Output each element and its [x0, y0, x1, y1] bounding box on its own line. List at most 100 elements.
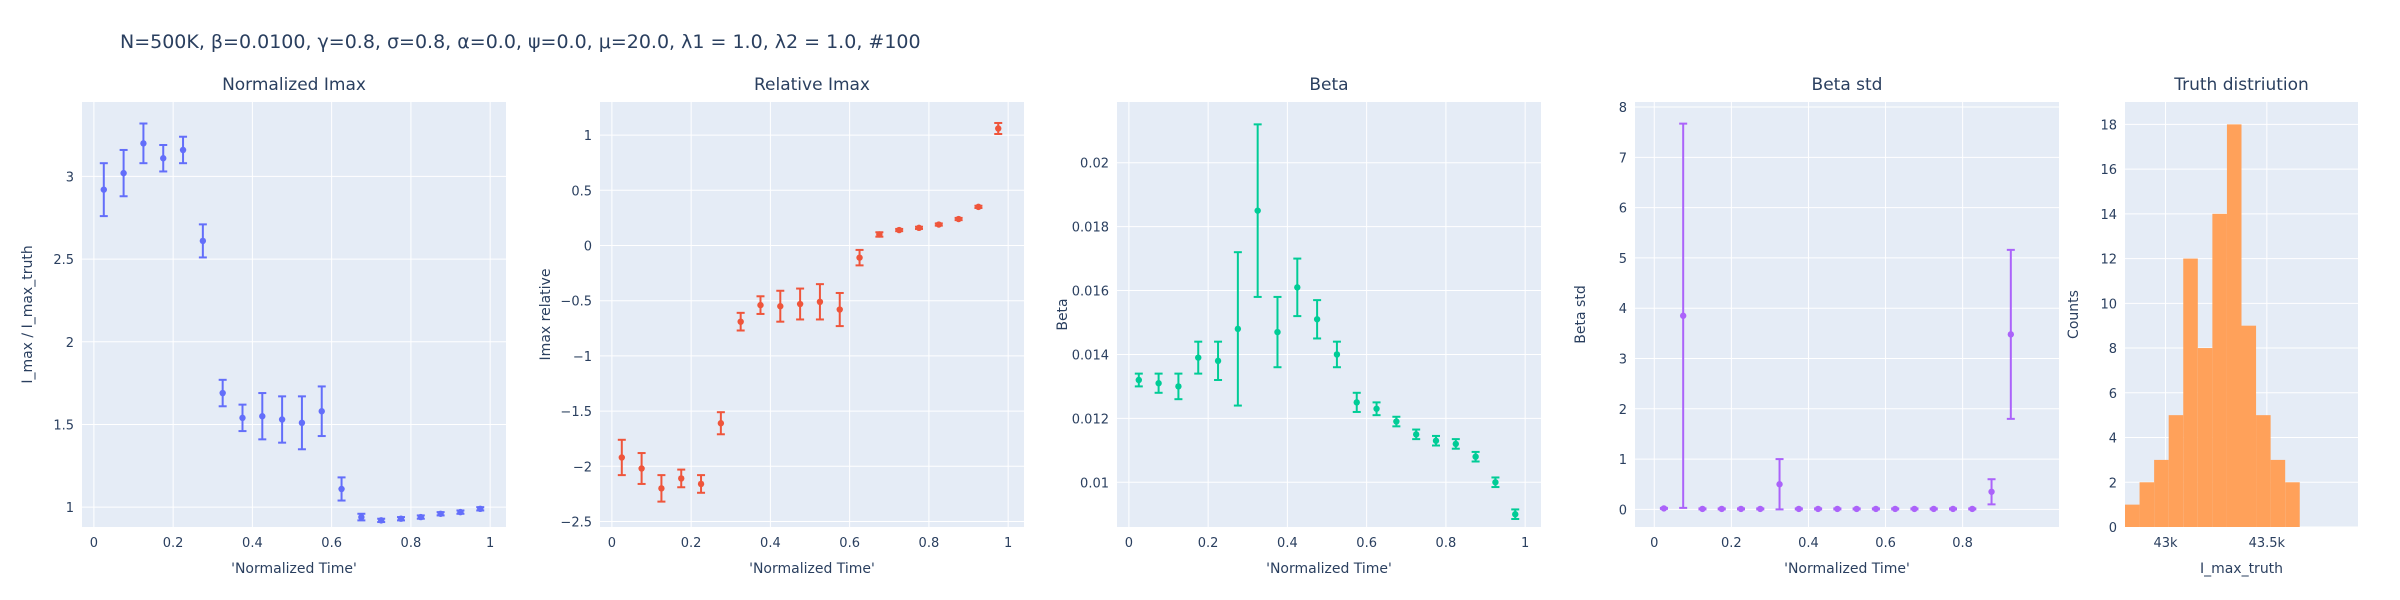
y-tick-label: 7 — [1619, 151, 1627, 166]
data-point — [140, 140, 147, 147]
data-point — [717, 420, 725, 427]
data-point — [1911, 505, 1918, 513]
subplot-1: 0 0.2 0.4 0.6 0.8 1 1 1.5 2 2.5 3 Normalized Imax 'N… — [20, 75, 506, 577]
y-tick-label: 3 — [66, 170, 74, 185]
y-tick-label: 1 — [66, 501, 74, 516]
y-tick-label: −2 — [573, 460, 592, 475]
histogram-bar — [2154, 459, 2169, 527]
x-tick-label: 0 — [1650, 536, 1658, 551]
data-point — [219, 389, 226, 397]
x-tick-label: 0.8 — [1952, 536, 1973, 551]
subplot-5: 43k 43.5k 0 2 4 6 8 10 12 14 16 18 Truth distriution… — [2066, 75, 2358, 577]
data-point — [1814, 505, 1822, 513]
data-point — [417, 513, 425, 521]
y-tick-label: 1 — [1619, 453, 1627, 468]
data-point — [2007, 331, 2015, 338]
data-point — [876, 231, 883, 238]
y-tick-label: 0.01 — [1080, 476, 1109, 491]
histogram-bar — [2168, 415, 2184, 527]
y-tick-label: 0.02 — [1080, 157, 1109, 172]
y-tick-label: 0.5 — [571, 184, 592, 199]
data-point — [457, 508, 464, 516]
x-tick-label: 0 — [1125, 536, 1133, 551]
x-tick-label: 43k — [2153, 536, 2178, 551]
x-tick-label: 43.5k — [2249, 536, 2286, 551]
x-axis-label: 'Normalized Time' — [1784, 561, 1910, 577]
x-tick-label: 0 — [608, 536, 616, 551]
data-point — [1472, 453, 1479, 460]
x-axis-label: 'Normalized Time' — [1266, 561, 1392, 577]
subplot-title: Normalized Imax — [222, 75, 366, 95]
data-point — [1699, 505, 1706, 513]
data-point — [1795, 505, 1803, 513]
data-point — [1214, 357, 1222, 365]
x-tick-label: 0.2 — [1198, 536, 1219, 551]
y-tick-label: 3 — [1619, 353, 1627, 368]
x-tick-label: 0.4 — [760, 536, 781, 551]
histogram-bar — [2226, 124, 2242, 528]
data-point — [1872, 505, 1880, 513]
data-point — [1333, 351, 1341, 358]
y-axis-label: Counts — [2066, 290, 2082, 339]
data-point — [995, 125, 1002, 132]
data-point — [975, 203, 982, 211]
subplot-title: Beta std — [1812, 75, 1883, 95]
y-tick-label: −0.5 — [560, 295, 592, 310]
data-point — [836, 306, 843, 313]
data-point — [377, 517, 385, 524]
y-tick-label: 0 — [1619, 503, 1627, 518]
data-point — [935, 221, 943, 228]
x-tick-label: 0.8 — [919, 536, 940, 551]
y-tick-label: −1 — [573, 350, 592, 365]
data-point — [638, 465, 645, 472]
data-point — [239, 414, 246, 422]
x-tick-label: 1 — [1521, 536, 1529, 551]
data-point — [1930, 505, 1937, 513]
data-point — [1393, 418, 1400, 425]
x-tick-label: 0 — [90, 536, 98, 551]
x-axis-label: I_max_truth — [2200, 561, 2283, 577]
x-axis-label: 'Normalized Time' — [749, 561, 875, 577]
data-point — [1891, 505, 1899, 513]
plot-area — [82, 102, 506, 527]
data-point — [816, 298, 824, 306]
histogram-bar — [2241, 325, 2257, 527]
data-point — [1313, 316, 1321, 323]
histogram-bar — [2139, 482, 2155, 527]
y-axis-label: Imax relative — [538, 269, 554, 361]
histogram-bar — [2183, 258, 2198, 527]
x-tick-label: 0.6 — [321, 536, 342, 551]
data-point — [1274, 328, 1281, 336]
data-point — [915, 224, 923, 232]
data-point — [259, 413, 266, 420]
y-tick-label: 5 — [1619, 252, 1627, 267]
data-point — [678, 475, 685, 482]
data-point — [1757, 505, 1764, 513]
data-point — [955, 215, 962, 223]
subplot-title: Relative Imax — [754, 75, 870, 95]
data-point — [1949, 505, 1957, 513]
subplot-2: 0 0.2 0.4 0.6 0.8 1 −2.5 −2 −1.5 −1 −0.5 0 0.5 1 Relat… — [538, 75, 1024, 577]
data-point — [358, 513, 365, 521]
data-point — [1512, 511, 1519, 518]
data-point — [298, 419, 306, 427]
histogram-bar — [2212, 213, 2227, 527]
x-tick-label: 0.6 — [839, 536, 860, 551]
histogram-bar — [2197, 348, 2213, 527]
x-tick-label: 0.6 — [1875, 536, 1896, 551]
data-point — [199, 237, 207, 245]
data-point — [1254, 207, 1261, 214]
data-point — [1737, 505, 1745, 513]
histogram-bar — [2270, 459, 2286, 527]
y-tick-label: 0 — [2109, 521, 2117, 536]
data-point — [1492, 479, 1499, 486]
data-point — [397, 515, 405, 522]
x-axis-label: 'Normalized Time' — [231, 561, 357, 577]
data-point — [895, 226, 903, 234]
x-tick-label: 1 — [486, 536, 494, 551]
data-point — [437, 510, 444, 517]
data-point — [1294, 284, 1301, 291]
subplot-3: 0 0.2 0.4 0.6 0.8 1 0.01 0.012 0.014 0.016 0.018 0.… — [1055, 75, 1541, 577]
x-tick-label: 0.4 — [1798, 536, 1819, 551]
data-point — [1412, 431, 1420, 438]
